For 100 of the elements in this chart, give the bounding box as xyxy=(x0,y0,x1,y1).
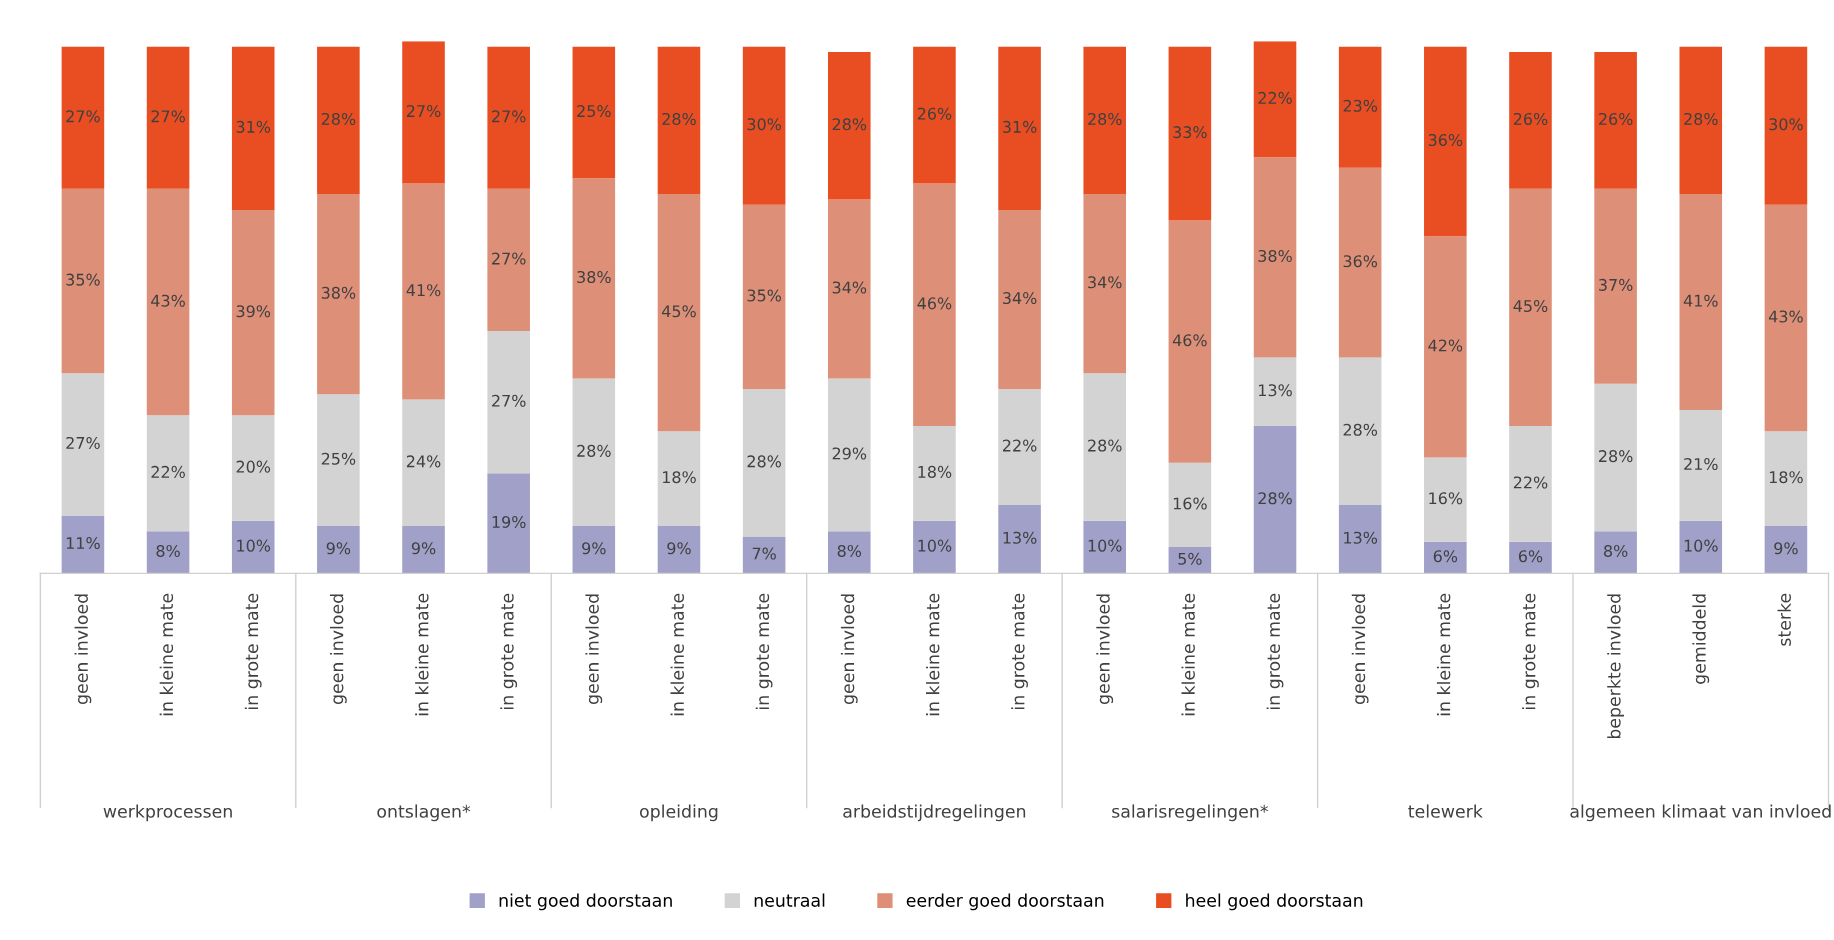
bar xyxy=(231,46,275,210)
bar xyxy=(1338,167,1382,358)
data-label: 28% xyxy=(321,112,356,126)
data-label: 38% xyxy=(321,286,356,299)
bar xyxy=(913,425,956,521)
data-label: 8% xyxy=(156,544,180,557)
bar xyxy=(827,199,871,379)
bar xyxy=(827,531,871,574)
bar xyxy=(1509,541,1552,574)
data-label: 10% xyxy=(1088,539,1122,552)
data-label: 28% xyxy=(1343,423,1378,436)
bar xyxy=(657,194,701,432)
data-label: 41% xyxy=(1683,294,1718,307)
legend-label: eerder goed doorstaan xyxy=(906,893,1104,911)
bar xyxy=(1424,236,1467,458)
data-label: 16% xyxy=(1429,492,1463,505)
data-label: 27% xyxy=(151,110,185,123)
bar xyxy=(1679,194,1723,411)
data-label: 46% xyxy=(1172,334,1207,347)
text: werkprocessen xyxy=(103,804,232,822)
bar xyxy=(1338,46,1382,168)
x-tick-label: in grote mate xyxy=(1266,593,1284,709)
bar xyxy=(572,46,616,179)
data-label: 45% xyxy=(662,305,696,318)
legend-label: neutraal xyxy=(754,893,825,907)
bar xyxy=(61,46,105,189)
data-label: 9% xyxy=(667,542,691,555)
data-label: 6% xyxy=(1518,550,1543,563)
data-label: 28% xyxy=(1088,439,1122,452)
data-label: 38% xyxy=(1258,249,1292,262)
bar xyxy=(1509,425,1552,542)
bar xyxy=(1679,520,1723,574)
data-label: 28% xyxy=(832,118,867,131)
data-label: 39% xyxy=(236,305,271,318)
data-label: 10% xyxy=(1684,539,1718,552)
x-tick-label: sterke xyxy=(1777,593,1791,646)
bar xyxy=(742,204,786,390)
data-label: 5% xyxy=(1178,552,1202,565)
bar xyxy=(146,188,190,416)
bar xyxy=(146,46,190,189)
bar xyxy=(998,46,1041,210)
data-label: 30% xyxy=(1769,118,1803,131)
data-label: 37% xyxy=(1599,278,1633,291)
data-label: 20% xyxy=(236,460,271,473)
bar xyxy=(742,46,786,205)
bar xyxy=(146,415,190,532)
data-label: 9% xyxy=(326,542,351,555)
bar xyxy=(572,178,616,379)
x-tick-label: in grote mate xyxy=(1011,593,1028,709)
bar xyxy=(1083,373,1127,521)
x-tick-label: geen invloed xyxy=(1096,594,1114,705)
bar xyxy=(61,373,105,516)
data-label: 13% xyxy=(1003,531,1037,544)
bar xyxy=(913,183,956,426)
data-label: 18% xyxy=(662,471,696,484)
x-tick-label: in kleine mate xyxy=(159,593,174,716)
data-label: 26% xyxy=(1599,112,1633,126)
data-label: 26% xyxy=(917,107,952,120)
x-tick-label: in grote mate xyxy=(755,593,773,709)
bar xyxy=(61,515,105,574)
data-label: 29% xyxy=(832,447,867,460)
bar xyxy=(402,183,445,400)
data-label: 42% xyxy=(1428,339,1463,352)
bar xyxy=(742,389,786,537)
data-label: 22% xyxy=(151,465,185,478)
bar xyxy=(742,536,786,574)
bar xyxy=(1679,46,1723,195)
x-tick-label: geen invloed xyxy=(74,594,92,705)
bar xyxy=(657,525,701,574)
bar xyxy=(572,378,616,526)
text: arbeidstijdregelingen xyxy=(843,804,1026,822)
x-tick-label: in grote mate xyxy=(500,593,518,709)
x-tick-label: in kleine mate xyxy=(1181,593,1195,716)
bar xyxy=(1764,431,1808,526)
bar xyxy=(1424,541,1467,574)
bar xyxy=(1168,220,1212,463)
data-label: 43% xyxy=(1768,310,1803,323)
data-label: 7% xyxy=(752,547,776,560)
data-label: 27% xyxy=(492,252,526,265)
bar xyxy=(61,188,105,374)
data-label: 27% xyxy=(492,394,526,407)
bar xyxy=(487,331,530,474)
bar xyxy=(317,394,360,526)
bar xyxy=(402,41,445,184)
data-label: 27% xyxy=(492,110,526,123)
data-label: 25% xyxy=(577,105,611,118)
text: telewerk xyxy=(1408,804,1483,818)
data-label: 36% xyxy=(1343,255,1378,268)
bar xyxy=(1764,46,1808,205)
data-label: 33% xyxy=(1173,126,1207,139)
bar xyxy=(402,399,445,526)
bar xyxy=(231,520,275,574)
bar xyxy=(657,46,701,195)
x-tick-label: geen invloed xyxy=(1351,594,1369,705)
data-label: 24% xyxy=(406,455,441,468)
bar xyxy=(572,525,616,574)
bar xyxy=(1424,46,1467,237)
data-label: 13% xyxy=(1259,384,1292,397)
data-label: 8% xyxy=(837,544,862,557)
bar xyxy=(1764,525,1808,574)
